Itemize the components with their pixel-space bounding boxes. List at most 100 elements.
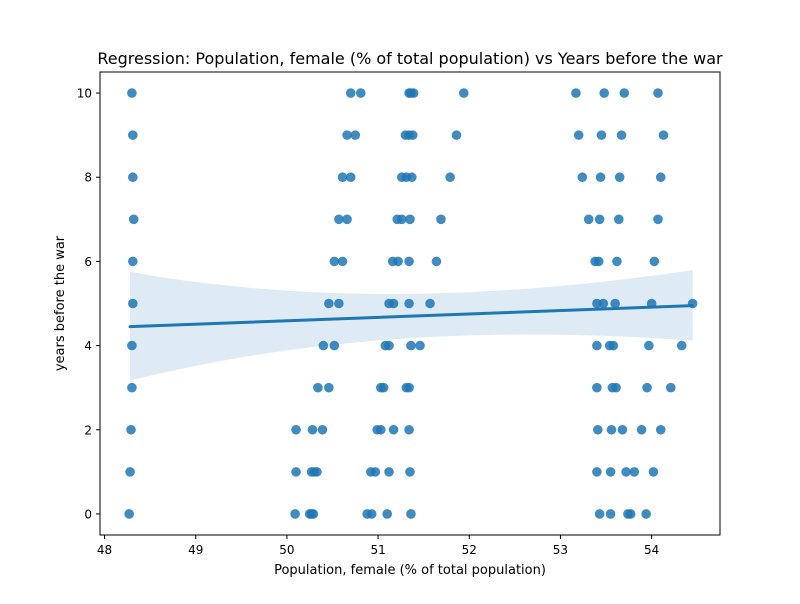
data-point — [128, 298, 138, 309]
data-point — [610, 298, 620, 309]
data-point — [629, 467, 640, 477]
data-point — [594, 214, 605, 225]
data-point — [649, 256, 660, 267]
data-point — [592, 467, 602, 477]
data-point — [384, 467, 394, 477]
data-point — [342, 130, 352, 140]
data-point — [451, 130, 462, 140]
data-point — [655, 172, 666, 183]
data-point — [355, 88, 366, 98]
data-point — [598, 298, 609, 309]
data-point — [405, 214, 415, 225]
data-point — [616, 130, 627, 140]
data-point — [641, 509, 651, 519]
data-point — [404, 298, 414, 309]
data-point — [127, 88, 137, 98]
data-point — [605, 467, 616, 477]
data-point — [329, 256, 340, 267]
data-point — [676, 340, 687, 351]
data-point — [599, 88, 610, 98]
data-point — [593, 424, 603, 435]
y-tick-label: 0 — [84, 507, 92, 521]
data-point — [642, 382, 652, 393]
data-point — [382, 509, 393, 519]
data-point — [366, 509, 377, 519]
data-point — [617, 424, 628, 435]
y-axis-label: years before the war — [53, 235, 68, 371]
x-tick-label: 52 — [462, 543, 477, 557]
plot-area-frame — [99, 71, 721, 536]
data-point — [125, 467, 135, 477]
x-tick-label: 49 — [188, 543, 203, 557]
data-point — [393, 256, 403, 267]
data-point — [378, 382, 389, 393]
data-point — [324, 298, 334, 309]
x-tick-label: 48 — [97, 543, 112, 557]
data-point — [605, 509, 616, 519]
data-point — [128, 214, 139, 225]
y-axis-ticks: 0 2 4 6 8 10 — [77, 87, 100, 521]
data-point — [334, 214, 344, 225]
data-point — [313, 382, 323, 393]
data-point — [625, 509, 636, 519]
data-point — [384, 340, 394, 351]
data-point — [126, 424, 136, 435]
data-point — [425, 298, 435, 309]
data-point — [595, 172, 606, 183]
data-point — [648, 467, 659, 477]
data-point — [407, 172, 417, 183]
data-point — [290, 509, 300, 519]
data-point — [324, 382, 334, 393]
y-tick-label: 6 — [84, 255, 92, 269]
data-point — [334, 298, 344, 309]
data-point — [342, 214, 352, 225]
data-point — [577, 172, 588, 183]
data-point — [644, 340, 654, 351]
data-point — [407, 130, 418, 140]
data-point — [596, 130, 607, 140]
data-point — [611, 382, 621, 393]
data-point — [431, 256, 442, 267]
data-point — [124, 509, 134, 519]
data-point — [312, 467, 322, 477]
data-point — [127, 340, 137, 351]
scatter-points-layer — [124, 88, 698, 519]
data-point — [571, 88, 581, 98]
data-point — [388, 298, 399, 309]
data-point — [337, 172, 348, 183]
data-point — [345, 88, 356, 98]
data-point — [396, 214, 407, 225]
data-point — [404, 382, 414, 393]
data-point — [318, 340, 329, 351]
data-point — [636, 424, 647, 435]
data-point — [406, 509, 416, 519]
data-point — [653, 214, 663, 225]
data-point — [307, 424, 318, 435]
y-tick-label: 10 — [77, 87, 92, 101]
data-point — [308, 509, 319, 519]
data-point — [621, 467, 631, 477]
data-point — [573, 130, 584, 140]
data-point — [350, 130, 361, 140]
data-point — [613, 214, 624, 225]
data-point — [370, 467, 381, 477]
data-point — [436, 214, 446, 225]
data-point — [619, 88, 630, 98]
data-point — [128, 256, 138, 267]
data-point — [406, 340, 416, 351]
data-point — [388, 424, 399, 435]
chart-title: Regression: Population, female (% of tot… — [97, 49, 723, 68]
data-point — [592, 382, 602, 393]
data-point — [337, 256, 348, 267]
data-point — [612, 256, 622, 267]
x-axis-ticks: 48 49 50 51 52 53 54 — [97, 535, 659, 557]
data-point — [128, 172, 138, 183]
data-point — [606, 424, 617, 435]
x-tick-label: 53 — [553, 543, 568, 557]
regression-line — [128, 304, 695, 329]
data-point — [329, 340, 340, 351]
data-point — [128, 130, 138, 140]
data-point — [458, 88, 469, 98]
